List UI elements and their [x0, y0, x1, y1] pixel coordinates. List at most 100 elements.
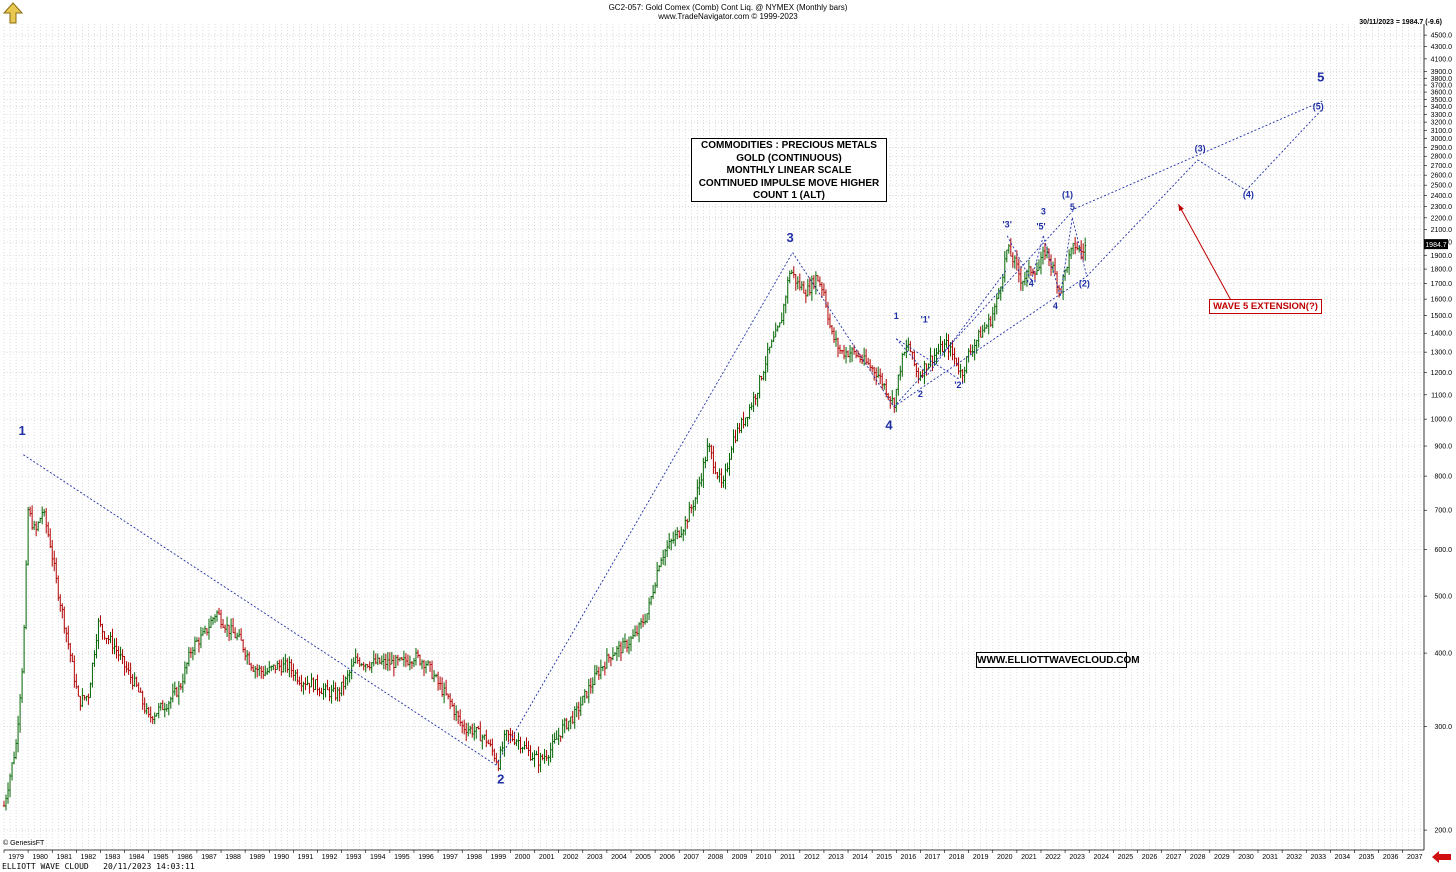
price-bar [619, 641, 623, 661]
price-bar [471, 723, 474, 738]
price-bar [718, 468, 721, 483]
y-tick-label: 3100.0 [1431, 128, 1453, 135]
y-tick-label: 2800.0 [1431, 154, 1453, 161]
wave-label: (1) [1062, 190, 1073, 200]
scroll-left-arrow-icon[interactable] [1432, 851, 1452, 863]
price-bar [593, 664, 597, 686]
price-bar [541, 754, 544, 761]
price-bar [414, 647, 418, 666]
price-bar [973, 339, 976, 361]
price-bar [115, 637, 118, 659]
price-bar [205, 628, 209, 636]
price-bar [734, 429, 737, 444]
price-bar [987, 313, 990, 335]
price-bar [247, 651, 251, 665]
price-bar [89, 682, 92, 699]
x-tick-label: 1994 [370, 854, 386, 861]
wave-label: 2 [497, 772, 504, 787]
price-bar [420, 659, 424, 670]
y-tick-label: 2200.0 [1431, 215, 1453, 222]
price-bar [298, 676, 301, 686]
price-bar [889, 396, 892, 409]
price-bar [943, 338, 946, 357]
wave-line [893, 275, 1088, 408]
price-bar [764, 355, 767, 382]
price-bar [617, 640, 621, 658]
wave-label: 3 [787, 230, 794, 245]
price-bar [412, 657, 416, 668]
price-bar [440, 677, 444, 697]
price-bar [81, 688, 84, 708]
price-bar [6, 782, 10, 804]
price-bar [312, 677, 315, 693]
wave-label: (3) [1195, 144, 1206, 154]
price-bar [659, 557, 663, 567]
price-bar [1069, 247, 1073, 260]
price-bar [589, 677, 593, 694]
x-tick-label: 1995 [394, 854, 410, 861]
price-bar [141, 690, 144, 710]
price-bar [710, 444, 713, 460]
price-bar [599, 659, 603, 680]
price-bar [452, 702, 456, 721]
price-bar [123, 655, 126, 676]
price-bar [284, 653, 287, 673]
price-bar [336, 686, 339, 702]
price-bar [1011, 252, 1015, 268]
price-bar [812, 275, 816, 290]
price-bar [386, 652, 390, 672]
price-bar [235, 632, 239, 641]
price-bar [854, 350, 858, 359]
wave-label: '2' [954, 380, 963, 390]
price-bar [179, 683, 183, 690]
wave-label: '1' [921, 315, 930, 325]
chart-title: GC2-057: Gold Comex (Comb) Cont Liq. @ N… [608, 3, 848, 12]
price-bar [22, 624, 26, 674]
price-bar [796, 276, 800, 290]
wave-line [1197, 159, 1247, 191]
x-tick-label: 1979 [8, 854, 24, 861]
x-tick-label: 2010 [756, 854, 772, 861]
price-bar [473, 722, 476, 741]
price-bar [824, 289, 828, 308]
price-bar [657, 564, 661, 572]
price-bar [260, 665, 263, 679]
y-tick-label: 1200.0 [1431, 370, 1453, 377]
wave-label: '3' [1003, 219, 1012, 229]
price-bar [424, 660, 428, 674]
price-bar [469, 725, 472, 734]
price-bar [79, 695, 82, 711]
x-tick-label: 2035 [1359, 854, 1375, 861]
info-box: COMMODITIES : PRECIOUS METALS GOLD (CONT… [691, 138, 887, 202]
price-bar [553, 732, 556, 744]
price-bar [716, 471, 719, 480]
price-bar [24, 560, 28, 630]
y-tick-label: 1500.0 [1431, 313, 1453, 320]
price-bar [848, 345, 852, 363]
price-bar [790, 269, 793, 275]
price-bar [529, 745, 532, 761]
price-bar [834, 330, 838, 347]
x-tick-label: 2029 [1214, 854, 1230, 861]
price-bar [157, 702, 160, 719]
price-bar [674, 529, 677, 547]
x-tick-label: 1987 [201, 854, 217, 861]
price-bar [531, 752, 534, 761]
price-bar [539, 752, 542, 773]
price-bar [372, 650, 375, 667]
price-bar [802, 280, 806, 294]
wave-line [927, 268, 1008, 376]
price-bar [430, 660, 434, 680]
x-tick-label: 2023 [1069, 854, 1085, 861]
price-tag-label: 1984.7 [1425, 242, 1447, 249]
price-bar [71, 652, 74, 663]
price-bar [792, 266, 795, 279]
price-bar [479, 721, 482, 742]
x-tick-label: 1991 [298, 854, 314, 861]
price-bar [264, 665, 267, 677]
price-bar [304, 677, 307, 691]
x-tick-label: 2027 [1166, 854, 1182, 861]
x-tick-label: 1999 [491, 854, 507, 861]
price-bar [909, 341, 912, 353]
price-bar [1039, 251, 1043, 275]
